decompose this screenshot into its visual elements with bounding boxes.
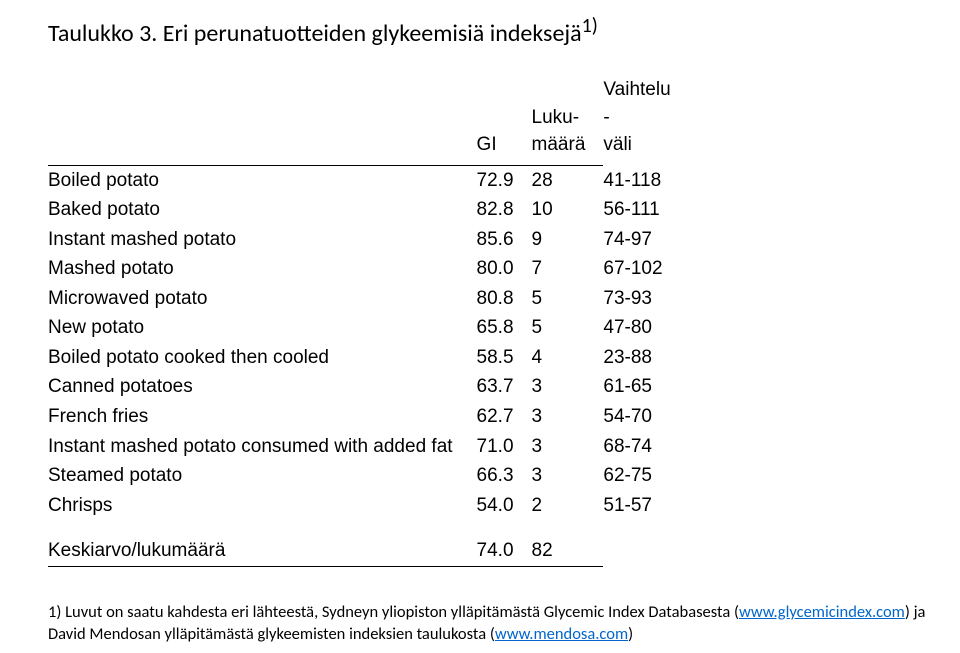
row-rng: 73-93 bbox=[603, 284, 688, 314]
row-n: 10 bbox=[532, 195, 604, 225]
summary-rng bbox=[603, 536, 688, 566]
row-rng: 74-97 bbox=[603, 225, 688, 255]
row-gi: 82.8 bbox=[465, 195, 532, 225]
header-row: GI Luku- määrä Vaihtelu - väli bbox=[48, 76, 689, 165]
header-rng-line2: - bbox=[603, 107, 609, 128]
row-n: 3 bbox=[532, 402, 604, 432]
table-row: Baked potato82.81056-111 bbox=[48, 195, 689, 225]
row-rng: 62-75 bbox=[603, 461, 688, 491]
footnote: 1) Luvut on saatu kahdesta eri lähteestä… bbox=[48, 601, 928, 646]
spacer-row bbox=[48, 520, 689, 536]
row-rng: 67-102 bbox=[603, 254, 688, 284]
row-name: Chrisps bbox=[48, 491, 465, 521]
row-gi: 72.9 bbox=[465, 166, 532, 196]
header-rng-line1: Vaihtelu bbox=[603, 79, 670, 100]
row-name: Canned potatoes bbox=[48, 372, 465, 402]
row-gi: 66.3 bbox=[465, 461, 532, 491]
row-name: Instant mashed potato consumed with adde… bbox=[48, 432, 465, 462]
table-row: Chrisps54.0251-57 bbox=[48, 491, 689, 521]
footnote-link-2[interactable]: www.mendosa.com bbox=[495, 624, 628, 644]
row-n: 7 bbox=[532, 254, 604, 284]
row-name: Boiled potato bbox=[48, 166, 465, 196]
footer-rule bbox=[48, 566, 689, 567]
title-text: Taulukko 3. Eri perunatuotteiden glykeem… bbox=[48, 19, 582, 48]
table-row: Steamed potato66.3362-75 bbox=[48, 461, 689, 491]
summary-row: Keskiarvo/lukumäärä 74.0 82 bbox=[48, 536, 689, 566]
row-gi: 62.7 bbox=[465, 402, 532, 432]
row-name: Microwaved potato bbox=[48, 284, 465, 314]
row-gi: 80.8 bbox=[465, 284, 532, 314]
row-name: Steamed potato bbox=[48, 461, 465, 491]
row-rng: 61-65 bbox=[603, 372, 688, 402]
footnote-suffix: ) bbox=[628, 624, 633, 644]
row-rng: 56-111 bbox=[603, 195, 688, 225]
header-name bbox=[48, 76, 465, 165]
table-row: Instant mashed potato consumed with adde… bbox=[48, 432, 689, 462]
header-n-line1: Luku- bbox=[532, 107, 580, 128]
row-rng: 54-70 bbox=[603, 402, 688, 432]
row-n: 3 bbox=[532, 432, 604, 462]
table-row: Instant mashed potato85.6974-97 bbox=[48, 225, 689, 255]
row-rng: 41-118 bbox=[603, 166, 688, 196]
row-n: 3 bbox=[532, 372, 604, 402]
row-rng: 68-74 bbox=[603, 432, 688, 462]
table-row: New potato65.8547-80 bbox=[48, 313, 689, 343]
row-n: 3 bbox=[532, 461, 604, 491]
table-row: Boiled potato cooked then cooled58.5423-… bbox=[48, 343, 689, 373]
table-row: Mashed potato80.0767-102 bbox=[48, 254, 689, 284]
row-name: Boiled potato cooked then cooled bbox=[48, 343, 465, 373]
row-n: 5 bbox=[532, 313, 604, 343]
row-rng: 47-80 bbox=[603, 313, 688, 343]
row-gi: 63.7 bbox=[465, 372, 532, 402]
summary-gi: 74.0 bbox=[465, 536, 532, 566]
table-row: French fries62.7354-70 bbox=[48, 402, 689, 432]
header-n-line2: määrä bbox=[532, 134, 586, 155]
header-rng-line3: väli bbox=[603, 134, 632, 155]
row-rng: 23-88 bbox=[603, 343, 688, 373]
table-title: Taulukko 3. Eri perunatuotteiden glykeem… bbox=[48, 14, 928, 48]
table-row: Microwaved potato80.8573-93 bbox=[48, 284, 689, 314]
row-name: Baked potato bbox=[48, 195, 465, 225]
summary-n: 82 bbox=[532, 536, 604, 566]
row-rng: 51-57 bbox=[603, 491, 688, 521]
row-n: 28 bbox=[532, 166, 604, 196]
table-row: Canned potatoes63.7361-65 bbox=[48, 372, 689, 402]
summary-label: Keskiarvo/lukumäärä bbox=[48, 536, 465, 566]
row-name: New potato bbox=[48, 313, 465, 343]
row-gi: 71.0 bbox=[465, 432, 532, 462]
row-n: 4 bbox=[532, 343, 604, 373]
row-gi: 65.8 bbox=[465, 313, 532, 343]
row-n: 5 bbox=[532, 284, 604, 314]
row-name: Instant mashed potato bbox=[48, 225, 465, 255]
table-row: Boiled potato72.92841-118 bbox=[48, 166, 689, 196]
title-sup: 1) bbox=[582, 14, 598, 38]
gi-table: GI Luku- määrä Vaihtelu - väli Boiled po… bbox=[48, 76, 689, 567]
row-gi: 85.6 bbox=[465, 225, 532, 255]
row-gi: 58.5 bbox=[465, 343, 532, 373]
row-gi: 54.0 bbox=[465, 491, 532, 521]
row-name: Mashed potato bbox=[48, 254, 465, 284]
header-n: Luku- määrä bbox=[532, 76, 604, 165]
row-n: 2 bbox=[532, 491, 604, 521]
row-n: 9 bbox=[532, 225, 604, 255]
header-range: Vaihtelu - väli bbox=[603, 76, 688, 165]
header-gi: GI bbox=[465, 76, 532, 165]
row-gi: 80.0 bbox=[465, 254, 532, 284]
row-name: French fries bbox=[48, 402, 465, 432]
